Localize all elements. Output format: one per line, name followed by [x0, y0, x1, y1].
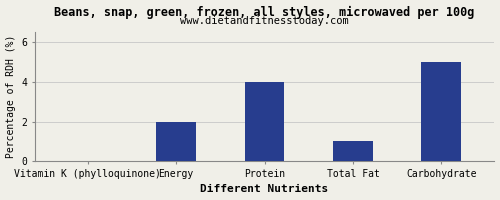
Bar [156, 122, 196, 161]
Title: Beans, snap, green, frozen, all styles, microwaved per 100g: Beans, snap, green, frozen, all styles, … [54, 6, 474, 19]
Text: www.dietandfitnesstoday.com: www.dietandfitnesstoday.com [180, 16, 349, 26]
Bar [422, 62, 462, 161]
Y-axis label: Percentage of RDH (%): Percentage of RDH (%) [6, 35, 16, 158]
Bar [333, 141, 373, 161]
X-axis label: Different Nutrients: Different Nutrients [200, 184, 328, 194]
Bar [244, 82, 284, 161]
